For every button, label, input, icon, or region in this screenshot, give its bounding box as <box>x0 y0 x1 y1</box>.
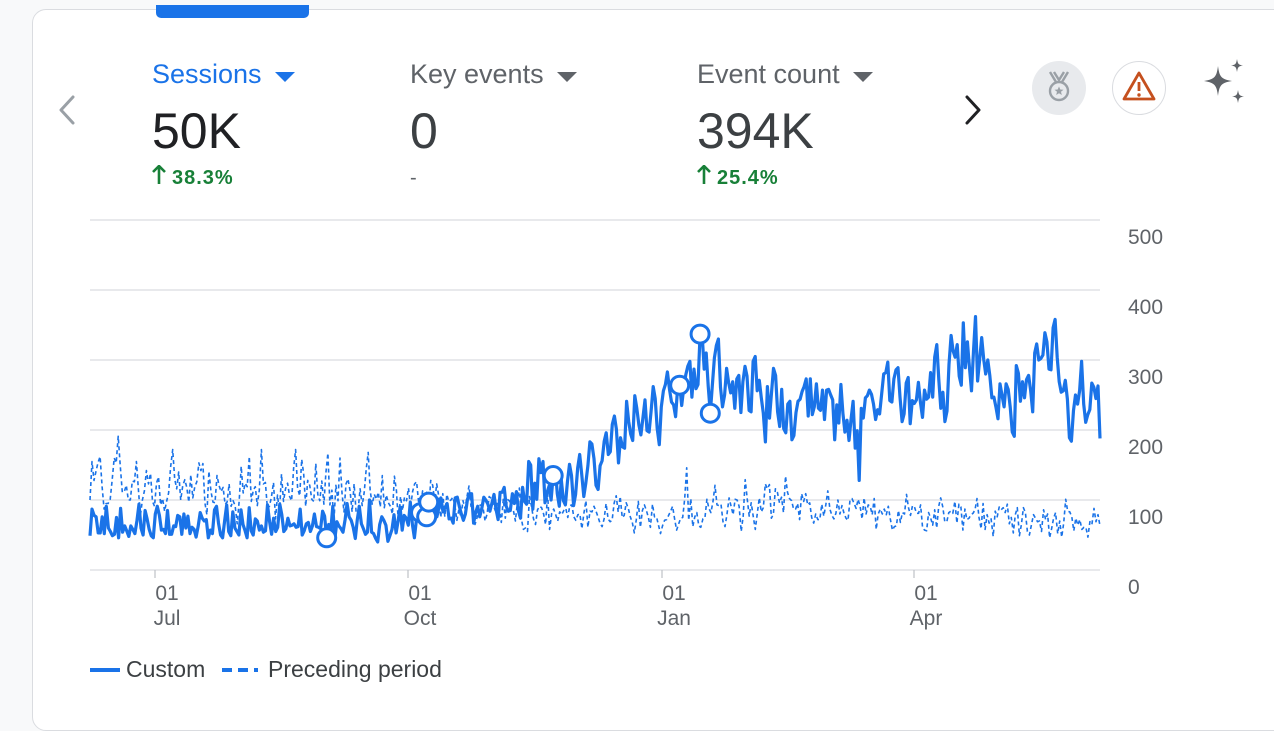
metric-key-events-change: - <box>410 164 578 192</box>
legend-preceding-label: Preceding period <box>268 656 442 682</box>
metric-key-events-value: 0 <box>410 103 438 159</box>
metric-sessions-label-row[interactable]: Sessions <box>152 56 296 92</box>
annotation-marker <box>418 491 440 513</box>
metric-key-events[interactable]: Key events 0 - <box>410 56 578 192</box>
caret-down-icon[interactable] <box>852 59 874 90</box>
metric-event-count-label: Event count <box>697 58 840 89</box>
metric-event-count-value: 394K <box>697 103 814 159</box>
metric-sessions-change: 38.3% <box>152 164 296 192</box>
metric-key-events-label: Key events <box>410 58 544 89</box>
x-tick-day: 01 <box>155 582 178 605</box>
metric-sessions-change-value: 38.3% <box>172 166 234 189</box>
metric-key-events-change-value: - <box>410 166 418 189</box>
annotation-marker <box>669 374 691 396</box>
chevron-left-icon[interactable] <box>56 94 78 131</box>
metric-sessions-value: 50K <box>152 103 241 159</box>
x-tick-month: Jul <box>154 607 181 630</box>
arrow-up-icon <box>697 164 711 191</box>
metric-key-events-label-row[interactable]: Key events <box>410 56 578 92</box>
y-tick-label: 200 <box>1128 436 1163 459</box>
metric-sessions-label: Sessions <box>152 58 262 89</box>
metric-event-count-label-row[interactable]: Event count <box>697 56 874 92</box>
active-tab-indicator <box>156 5 309 18</box>
x-tick-month: Jan <box>657 607 691 630</box>
series-line-custom <box>88 315 1102 544</box>
x-tick-day: 01 <box>914 582 937 605</box>
annotation-marker <box>542 465 564 486</box>
arrow-up-icon <box>152 164 166 191</box>
x-tick-day: 01 <box>662 582 685 605</box>
chevron-right-icon[interactable] <box>962 94 984 131</box>
y-tick-label: 100 <box>1128 506 1163 529</box>
metric-sessions[interactable]: Sessions 50K 38.3% <box>152 56 296 192</box>
legend-preceding[interactable]: Preceding period <box>222 656 442 683</box>
y-tick-label: 300 <box>1128 366 1163 389</box>
metric-event-count-change: 25.4% <box>697 164 874 192</box>
series-line-preceding-period <box>89 435 1101 539</box>
y-tick-label: 400 <box>1128 296 1163 319</box>
metric-event-count-change-value: 25.4% <box>717 166 779 189</box>
legend-swatch-solid <box>90 667 120 672</box>
legend-custom[interactable]: Custom <box>90 656 205 683</box>
sparkle-icon <box>1200 58 1250 113</box>
warning-triangle-icon <box>1121 70 1157 107</box>
warning-button[interactable] <box>1112 61 1166 115</box>
y-tick-label: 500 <box>1128 226 1163 249</box>
medal-badge-button[interactable] <box>1032 61 1086 115</box>
metrics-card <box>32 9 1274 731</box>
annotation-marker <box>316 527 338 549</box>
y-tick-label: 0 <box>1128 576 1140 599</box>
caret-down-icon[interactable] <box>274 59 296 90</box>
medal-badge-icon <box>1042 69 1076 108</box>
annotation-marker <box>699 402 721 424</box>
x-tick-month: Oct <box>404 607 437 630</box>
annotation-marker <box>689 323 711 345</box>
x-tick-day: 01 <box>408 582 431 605</box>
caret-down-icon[interactable] <box>556 59 578 90</box>
metric-event-count[interactable]: Event count 394K 25.4% <box>697 56 874 192</box>
insights-button[interactable] <box>1196 56 1254 114</box>
x-tick-month: Apr <box>910 607 943 630</box>
legend-custom-label: Custom <box>126 656 206 682</box>
legend-swatch-dashed <box>222 667 258 672</box>
